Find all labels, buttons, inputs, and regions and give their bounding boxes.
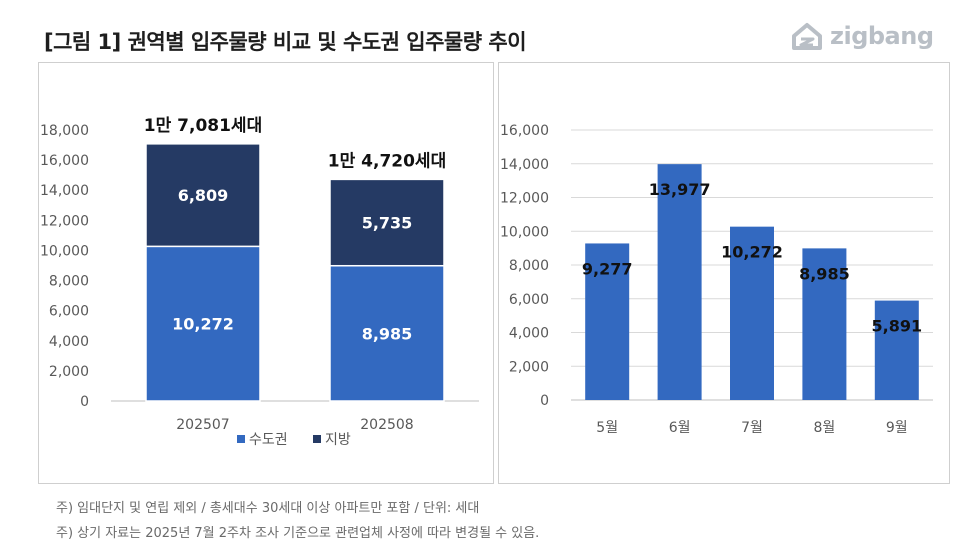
y-tick-label: 6,000 <box>509 292 549 308</box>
y-tick-label: 4,000 <box>509 326 549 342</box>
x-tick-label: 8월 <box>814 420 836 436</box>
zigbang-logo: zigbang <box>790 20 934 52</box>
page-title: [그림 1] 권역별 입주물량 비교 및 수도권 입주물량 추이 <box>44 30 527 54</box>
bar <box>730 226 774 400</box>
y-tick-label: 14,000 <box>40 183 89 199</box>
data-label: 8,985 <box>799 264 850 283</box>
y-tick-label: 16,000 <box>500 123 549 139</box>
bar-segment <box>329 178 445 267</box>
data-label: 8,985 <box>362 324 413 343</box>
x-tick-label: 202508 <box>360 417 413 433</box>
stacked-bar-chart: 0 2,000 4,000 6,000 8,000 10,000 12,000 14,000 1… <box>40 116 479 448</box>
y-tick-label: 0 <box>540 393 549 409</box>
logo-text: zigbang <box>830 22 934 50</box>
y-tick-label: 4,000 <box>49 334 89 350</box>
x-tick-label: 9월 <box>886 420 908 436</box>
bar-segment <box>145 245 261 402</box>
x-tick-label: 202507 <box>176 417 229 433</box>
data-label: 13,977 <box>649 180 711 199</box>
data-label: 9,277 <box>582 259 633 278</box>
y-tick-label: 0 <box>80 394 89 410</box>
y-tick-label: 10,000 <box>40 243 89 259</box>
bar-segment <box>145 143 261 248</box>
y-tick-label: 10,000 <box>500 224 549 240</box>
y-tick-label: 2,000 <box>49 364 89 380</box>
bar <box>657 164 702 400</box>
bar <box>585 243 630 400</box>
legend-label: 지방 <box>325 432 351 448</box>
y-tick-label: 2,000 <box>509 359 549 375</box>
data-label: 6,809 <box>178 186 229 205</box>
legend-swatch <box>237 435 245 443</box>
data-label: 10,272 <box>172 315 234 334</box>
y-tick-label: 8,000 <box>509 258 549 274</box>
y-tick-label: 16,000 <box>40 153 89 169</box>
y-tick-label: 8,000 <box>49 274 89 290</box>
y-tick-label: 12,000 <box>40 213 89 229</box>
x-tick-label: 5월 <box>596 420 618 436</box>
footnote: 주) 상기 자료는 2025년 7월 2주차 조사 기준으로 관련업체 사정에 … <box>56 526 540 541</box>
x-tick-label: 7월 <box>741 420 763 436</box>
regional-comparison-panel: 0 2,000 4,000 6,000 8,000 10,000 12,000 14,000 1… <box>38 62 494 484</box>
y-tick-label: 6,000 <box>49 304 89 320</box>
footnotes: 주) 임대단지 및 연립 제외 / 총세대수 30세대 이상 아파트만 포함 /… <box>56 496 539 546</box>
legend-label: 수도권 <box>249 432 288 448</box>
bar <box>802 248 847 400</box>
zigbang-house-icon <box>792 23 822 50</box>
footnote: 주) 임대단지 및 연립 제외 / 총세대수 30세대 이상 아파트만 포함 /… <box>56 501 480 516</box>
monthly-bar-chart: 0 2,000 4,000 6,000 8,000 10,000 12,000 14,000 1… <box>500 123 933 436</box>
monthly-trend-panel: 0 2,000 4,000 6,000 8,000 10,000 12,000 14,000 1… <box>498 62 950 484</box>
legend-swatch <box>313 435 321 443</box>
bar <box>874 300 919 400</box>
data-label: 5,891 <box>871 317 922 336</box>
total-label: 1만 4,720세대 <box>328 151 446 171</box>
x-tick-label: 6월 <box>669 420 691 436</box>
data-label: 5,735 <box>362 214 413 233</box>
y-tick-label: 12,000 <box>500 191 549 207</box>
total-label: 1만 7,081세대 <box>144 116 262 136</box>
data-label: 10,272 <box>721 243 783 262</box>
y-tick-label: 14,000 <box>500 157 549 173</box>
y-tick-label: 18,000 <box>40 123 89 139</box>
